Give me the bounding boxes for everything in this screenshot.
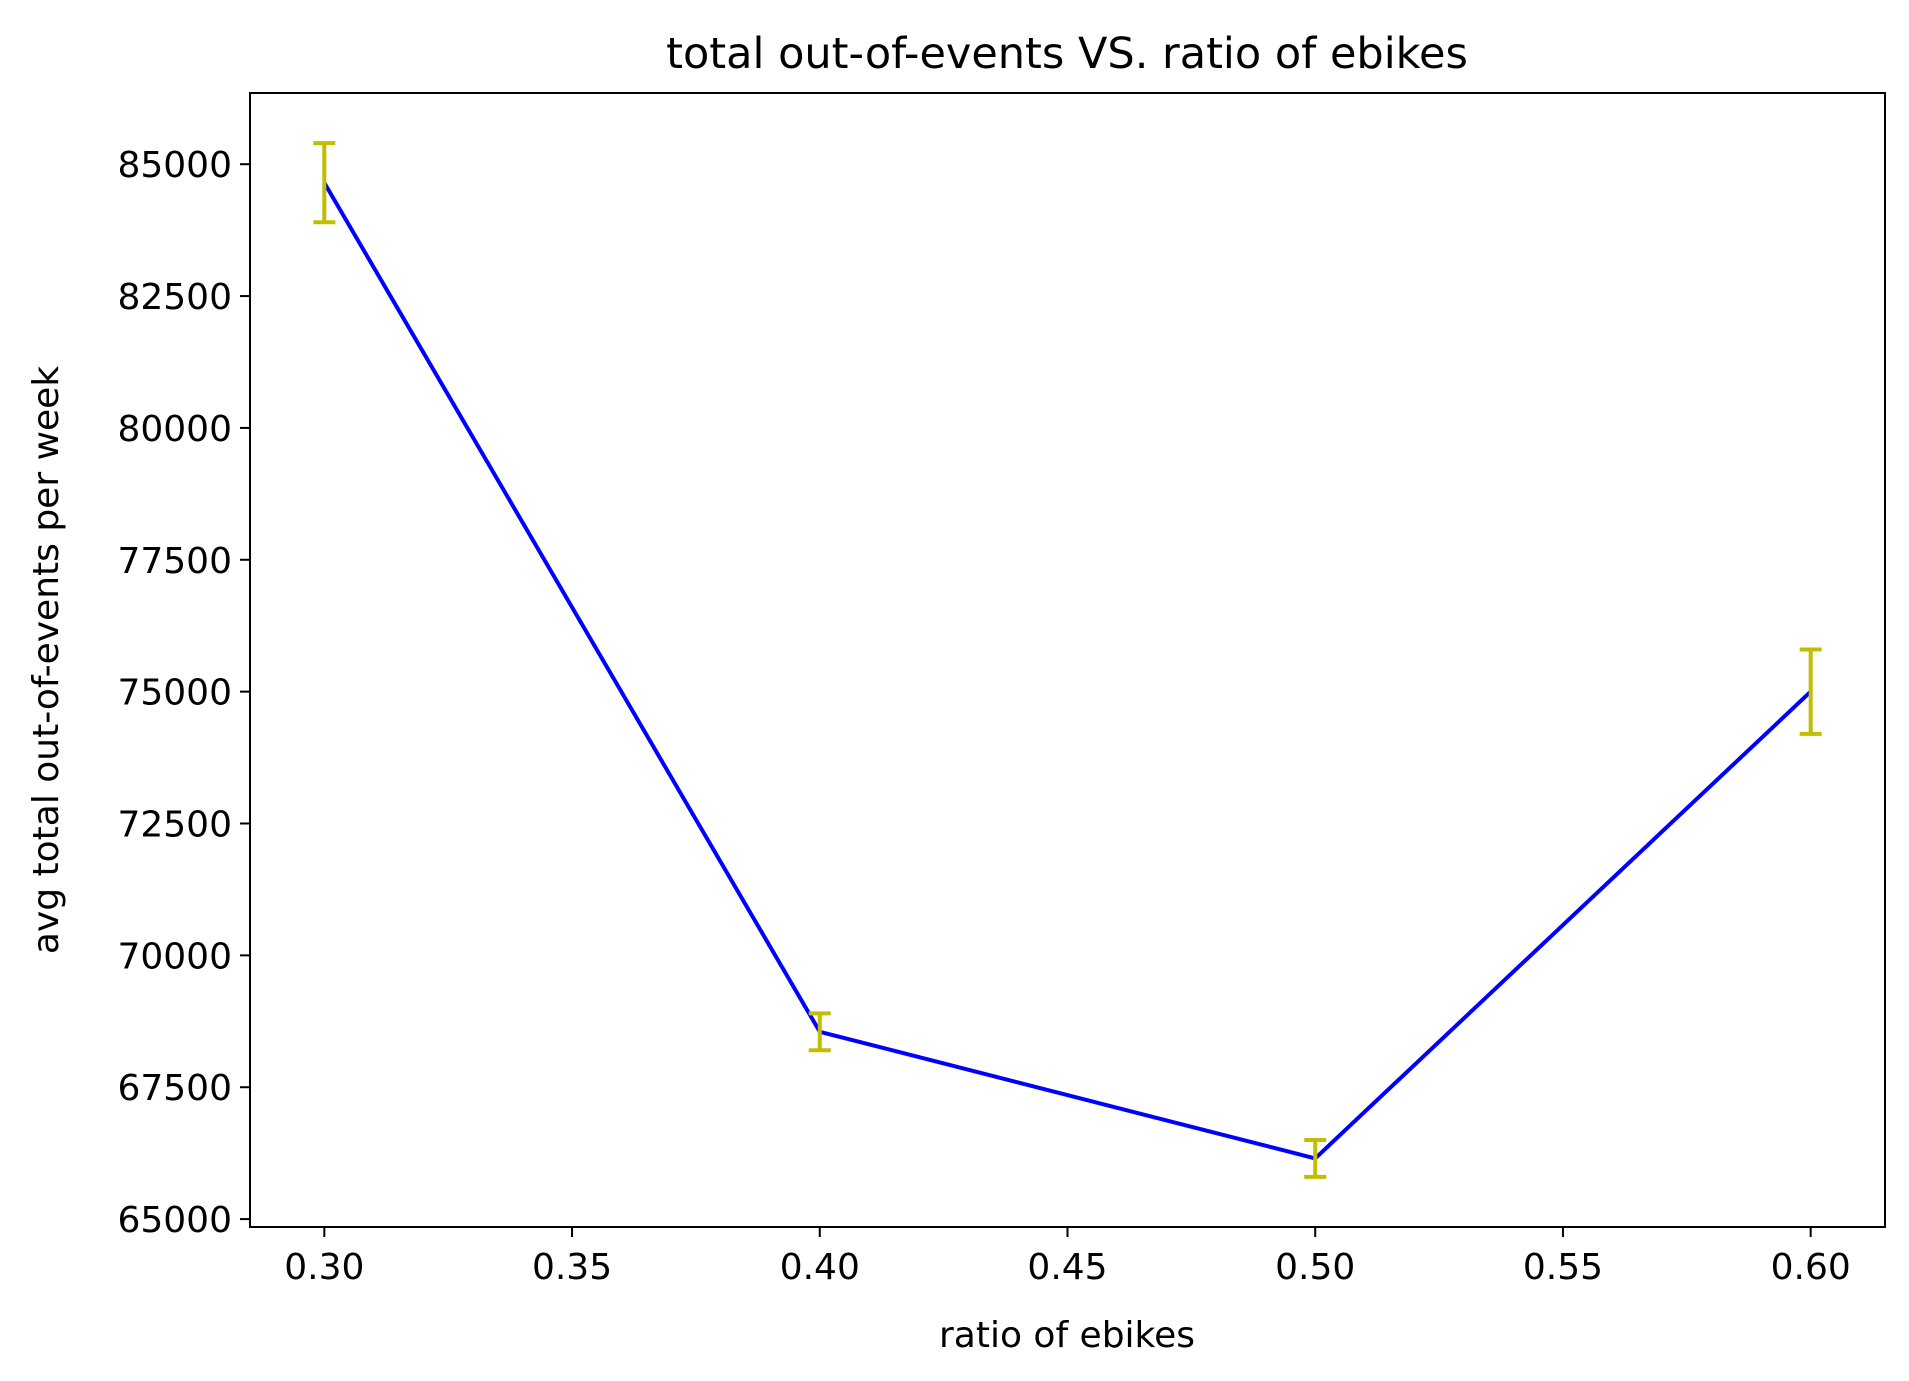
y-axis-label: avg total out-of-events per week <box>26 366 67 954</box>
y-tick-label: 85000 <box>117 145 232 186</box>
y-tick-label: 77500 <box>117 541 232 582</box>
x-tick-label: 0.40 <box>780 1247 860 1288</box>
series-layer <box>313 141 1822 1179</box>
y-tick-label: 65000 <box>117 1200 232 1241</box>
y-tick-label: 75000 <box>117 673 232 714</box>
error-bar <box>808 1011 831 1053</box>
plot-frame <box>249 92 1886 1228</box>
plot-background <box>250 93 1885 1227</box>
error-bar <box>1799 647 1822 736</box>
x-tick-label: 0.50 <box>1275 1247 1355 1288</box>
error-bar <box>1304 1137 1327 1179</box>
x-tick-label: 0.35 <box>532 1247 612 1288</box>
x-tick-label: 0.60 <box>1771 1247 1851 1288</box>
error-bar <box>313 141 336 225</box>
x-tick-label: 0.55 <box>1523 1247 1603 1288</box>
y-tick-label: 80000 <box>117 409 232 450</box>
x-axis-ticks: 0.30 0.35 0.40 0.45 0.50 0.55 0.60 <box>284 1227 1851 1288</box>
y-tick-label: 72500 <box>117 805 232 846</box>
x-tick-label: 0.30 <box>284 1247 364 1288</box>
x-tick-label: 0.45 <box>1027 1247 1107 1288</box>
y-axis-ticks: 65000 67500 70000 72500 75000 77500 80000 82500… <box>117 145 250 1241</box>
series-line <box>322 181 1813 1161</box>
y-tick-label: 82500 <box>117 277 232 318</box>
x-axis-label: ratio of ebikes <box>939 1315 1195 1356</box>
chart-title: total out-of-events VS. ratio of ebikes <box>666 29 1468 79</box>
y-tick-label: 70000 <box>117 936 232 977</box>
y-tick-label: 67500 <box>117 1068 232 1109</box>
